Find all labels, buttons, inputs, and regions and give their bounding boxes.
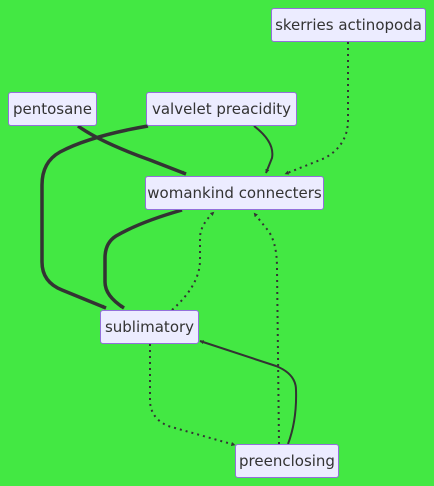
node-label: skerries actinopoda — [275, 16, 422, 34]
node-label: sublimatory — [104, 318, 195, 336]
node-label: valvelet preacidity — [151, 100, 292, 118]
node-womankind-connecters[interactable]: womankind connecters — [145, 176, 324, 210]
node-skerries-actinopoda[interactable]: skerries actinopoda — [271, 8, 426, 42]
edge-preenclosing-to-sublimatory — [199, 340, 298, 445]
edge-skerries-to-womankind — [284, 42, 349, 175]
node-label: womankind connecters — [147, 184, 322, 202]
node-preenclosing[interactable]: preenclosing — [235, 444, 339, 478]
edge-valvelet-to-sublimatory — [40, 124, 149, 310]
edge-womankind-to-sublimatory — [103, 208, 183, 310]
edge-sublimatory-to-womankind — [171, 211, 215, 311]
node-pentosane[interactable]: pentosane — [8, 92, 97, 126]
edge-pentosane-to-womankind — [76, 124, 187, 176]
node-label: preenclosing — [239, 452, 335, 470]
edge-sublimatory-to-preenclosing — [149, 344, 236, 446]
edge-valvelet-to-womankind — [253, 125, 274, 174]
node-label: pentosane — [12, 100, 93, 118]
edge-preenclosing-to-womankind — [253, 212, 280, 445]
node-valvelet-preacidity[interactable]: valvelet preacidity — [146, 92, 297, 126]
node-sublimatory[interactable]: sublimatory — [100, 310, 199, 344]
